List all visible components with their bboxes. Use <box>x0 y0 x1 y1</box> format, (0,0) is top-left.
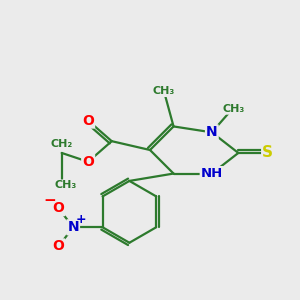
Text: CH₃: CH₃ <box>152 86 174 96</box>
Text: O: O <box>82 114 94 128</box>
Text: O: O <box>82 155 94 169</box>
Text: CH₂: CH₂ <box>50 139 73 149</box>
Text: O: O <box>52 201 64 215</box>
Text: O: O <box>52 239 64 254</box>
Text: −: − <box>43 193 56 208</box>
Text: CH₃: CH₃ <box>223 104 245 114</box>
Text: +: + <box>75 213 86 226</box>
Text: CH₃: CH₃ <box>55 180 77 190</box>
Text: N: N <box>68 220 79 234</box>
Text: N: N <box>206 125 218 139</box>
Text: NH: NH <box>201 167 223 180</box>
Text: S: S <box>262 146 273 160</box>
